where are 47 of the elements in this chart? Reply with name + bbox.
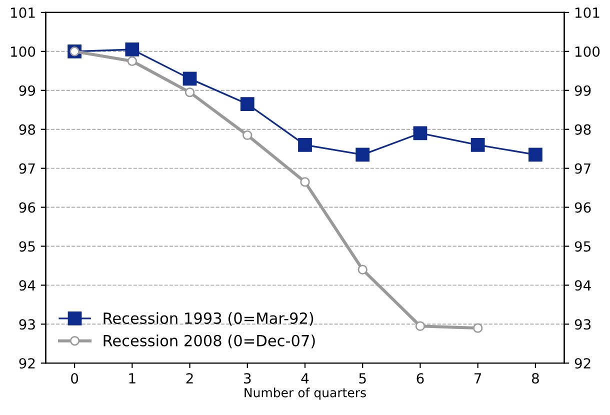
point (242, 130, 252, 140)
point (127, 56, 138, 66)
x-tick-label: 2 (186, 373, 193, 384)
legend-label: Recession 1993 (0=Mar-92) (104, 312, 314, 326)
x-tick-label: 0 (71, 373, 78, 384)
y2-tick-label: 101 (576, 7, 600, 18)
x-tick-label: 7 (474, 373, 482, 384)
x-tick-label: 3 (244, 373, 251, 384)
y-tick-label: 98 (19, 124, 36, 135)
x-tick-label: 6 (416, 373, 424, 384)
point (472, 323, 483, 333)
y-tick-label: 95 (19, 241, 35, 252)
y2-tick-label: 100 (576, 46, 600, 57)
point (415, 321, 426, 331)
y-tick-label: 99 (19, 85, 36, 96)
point (358, 264, 368, 274)
point (413, 126, 428, 140)
point (298, 138, 312, 152)
y-tick-label: 94 (19, 280, 36, 291)
x-tick-label: 1 (129, 373, 136, 384)
y2-tick-label: 92 (574, 358, 590, 369)
point (184, 87, 195, 98)
point (470, 138, 485, 152)
x-tick-label: 4 (301, 373, 309, 384)
y2-tick-label: 99 (574, 85, 591, 96)
y-tick-label: 96 (19, 202, 36, 213)
point (182, 72, 197, 86)
x-axis-title: Number of quarters (244, 388, 366, 400)
point (356, 148, 370, 162)
y-tick-label: 97 (19, 163, 35, 174)
point (125, 42, 140, 56)
legend-label: Recession 2008 (0=Dec-07) (104, 334, 315, 348)
y-tick-label: 93 (19, 319, 35, 330)
y2-tick-label: 96 (574, 202, 591, 213)
point (240, 97, 254, 111)
x-tick-label: 5 (359, 373, 366, 384)
y2-tick-label: 97 (574, 163, 590, 174)
y2-tick-label: 98 (574, 124, 591, 135)
y2-tick-label: 93 (574, 319, 591, 330)
x-tick-label: 8 (532, 373, 539, 384)
y2-tick-label: 94 (574, 280, 591, 291)
point (528, 148, 542, 162)
y-tick-label: 92 (19, 358, 35, 369)
y2-tick-label: 95 (574, 241, 590, 252)
y-tick-label: 101 (11, 7, 35, 18)
y-tick-label: 100 (11, 46, 36, 57)
point (300, 177, 310, 187)
